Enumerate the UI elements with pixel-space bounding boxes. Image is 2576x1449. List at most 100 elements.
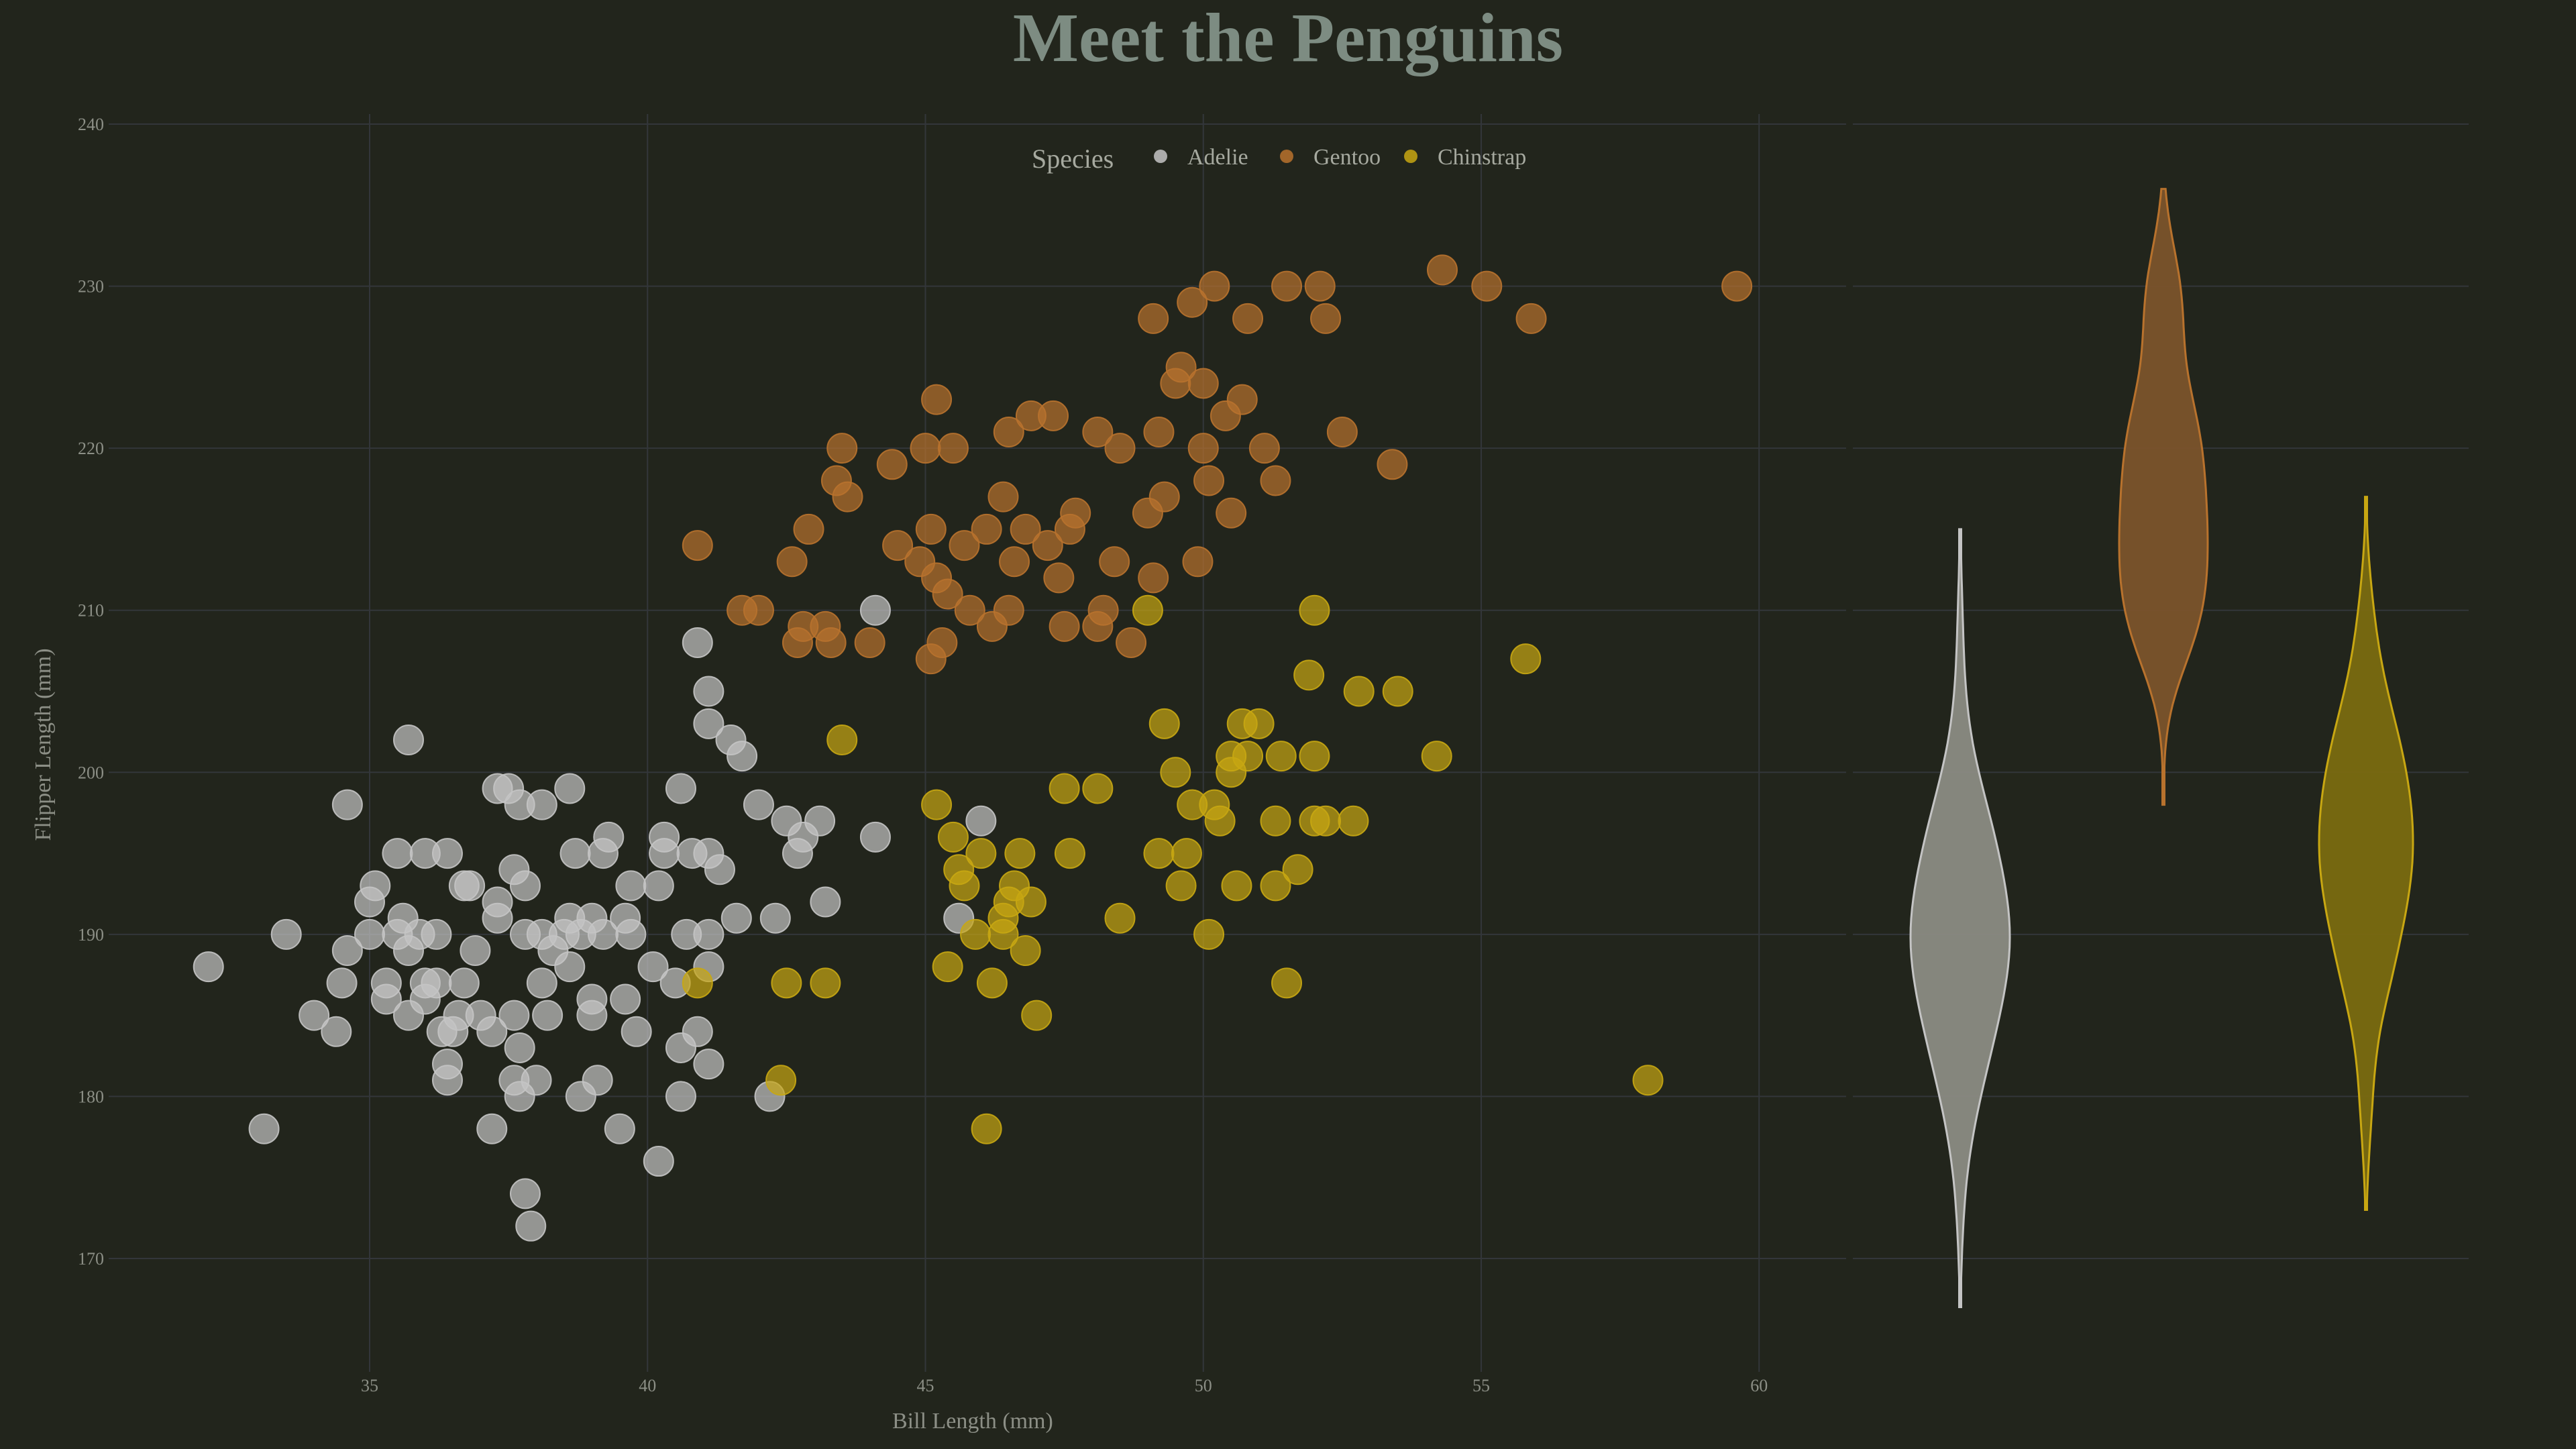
- data-point-chinstrap: [1171, 838, 1202, 869]
- data-point-gentoo: [793, 513, 824, 545]
- data-point-gentoo: [1271, 270, 1303, 302]
- data-point-chinstrap: [921, 789, 953, 820]
- y-axis-label: Flipper Length (mm): [31, 648, 56, 841]
- data-point-chinstrap: [1260, 870, 1291, 902]
- data-point-chinstrap: [1004, 838, 1036, 869]
- data-point-adelie: [743, 789, 774, 820]
- data-point-adelie: [331, 935, 363, 967]
- data-point-gentoo: [1199, 270, 1230, 302]
- data-point-gentoo: [1377, 449, 1408, 480]
- data-point-gentoo: [1193, 465, 1225, 496]
- data-point-gentoo: [1032, 530, 1063, 561]
- data-point-adelie: [454, 870, 486, 902]
- data-point-gentoo: [854, 627, 885, 659]
- data-point-chinstrap: [1193, 918, 1225, 950]
- data-point-gentoo: [932, 578, 963, 610]
- data-point-chinstrap: [810, 967, 841, 999]
- data-point-chinstrap: [771, 967, 802, 999]
- data-point-chinstrap: [937, 821, 969, 853]
- data-point-gentoo: [1148, 481, 1180, 513]
- data-point-gentoo: [1143, 416, 1175, 447]
- data-point-adelie: [431, 838, 463, 869]
- data-point-adelie: [504, 1032, 535, 1063]
- data-point-chinstrap: [971, 1113, 1002, 1144]
- data-point-gentoo: [1165, 352, 1197, 383]
- legend-marker-gentoo: [1280, 150, 1293, 163]
- data-point-adelie: [965, 805, 997, 837]
- data-point-chinstrap: [1282, 854, 1313, 885]
- data-point-adelie: [448, 967, 480, 999]
- data-point-adelie: [382, 838, 413, 869]
- data-point-adelie: [693, 708, 724, 739]
- data-point-chinstrap: [1082, 773, 1114, 804]
- data-point-gentoo: [1010, 513, 1041, 545]
- data-point-chinstrap: [1054, 838, 1085, 869]
- data-point-adelie: [810, 886, 841, 918]
- data-point-chinstrap: [1021, 1000, 1053, 1031]
- data-point-adelie: [193, 951, 224, 983]
- y-tick-label: 230: [78, 277, 104, 297]
- legend-label-chinstrap: Chinstrap: [1438, 145, 1526, 170]
- data-point-adelie: [509, 870, 541, 902]
- data-point-chinstrap: [1632, 1065, 1664, 1096]
- data-point-adelie: [759, 902, 791, 934]
- data-point-adelie: [482, 886, 513, 918]
- data-point-chinstrap: [1243, 708, 1275, 739]
- data-point-adelie: [859, 821, 891, 853]
- data-point-gentoo: [1043, 562, 1075, 594]
- data-point-adelie: [248, 1113, 280, 1144]
- data-point-gentoo: [1082, 416, 1114, 447]
- legend-title: Species: [1032, 144, 1114, 174]
- data-point-gentoo: [971, 513, 1002, 545]
- data-point-adelie: [704, 854, 735, 885]
- x-tick-label: 55: [1472, 1376, 1490, 1395]
- data-point-adelie: [370, 983, 402, 1015]
- data-point-chinstrap: [1148, 708, 1180, 739]
- data-point-adelie: [643, 870, 674, 902]
- data-point-gentoo: [910, 433, 941, 464]
- data-point-chinstrap: [682, 967, 713, 999]
- data-point-adelie: [615, 870, 647, 902]
- data-point-chinstrap: [1421, 741, 1452, 772]
- data-point-chinstrap: [1221, 870, 1252, 902]
- data-point-gentoo: [915, 513, 947, 545]
- data-point-adelie: [615, 918, 647, 950]
- data-point-chinstrap: [1310, 805, 1342, 837]
- legend-marker-adelie: [1154, 150, 1167, 163]
- data-point-gentoo: [1187, 433, 1219, 464]
- data-point-adelie: [360, 870, 391, 902]
- data-point-chinstrap: [1104, 902, 1136, 934]
- data-point-adelie: [321, 1016, 352, 1047]
- legend-marker-chinstrap: [1404, 150, 1417, 163]
- data-point-gentoo: [1049, 610, 1080, 642]
- data-point-chinstrap: [1382, 676, 1413, 707]
- data-point-chinstrap: [960, 918, 991, 950]
- x-tick-label: 50: [1195, 1376, 1212, 1395]
- data-point-chinstrap: [1015, 886, 1046, 918]
- data-point-adelie: [326, 967, 358, 999]
- data-point-adelie: [582, 1065, 613, 1096]
- data-point-gentoo: [1260, 465, 1291, 496]
- data-point-chinstrap: [1260, 805, 1291, 837]
- data-point-chinstrap: [1143, 838, 1175, 869]
- data-point-gentoo: [832, 481, 863, 513]
- data-point-gentoo: [993, 416, 1024, 447]
- data-point-chinstrap: [1510, 643, 1542, 675]
- data-point-adelie: [532, 1000, 564, 1031]
- legend-label-gentoo: Gentoo: [1313, 145, 1381, 170]
- x-tick-label: 45: [917, 1376, 934, 1395]
- data-point-adelie: [859, 594, 891, 626]
- tick-labels: 170 180 190 200 210 220 230 240 35 40 45 50 55 60: [78, 115, 1768, 1395]
- data-point-gentoo: [987, 481, 1019, 513]
- data-point-chinstrap: [949, 870, 980, 902]
- legend-label-adelie: Adelie: [1187, 145, 1248, 170]
- data-point-adelie: [693, 1049, 724, 1080]
- data-point-gentoo: [954, 594, 985, 626]
- data-point-gentoo: [1232, 303, 1264, 334]
- data-point-adelie: [576, 983, 608, 1015]
- data-point-gentoo: [949, 530, 980, 561]
- data-point-gentoo: [1138, 562, 1169, 594]
- data-point-adelie: [421, 918, 452, 950]
- data-point-chinstrap: [1299, 594, 1330, 626]
